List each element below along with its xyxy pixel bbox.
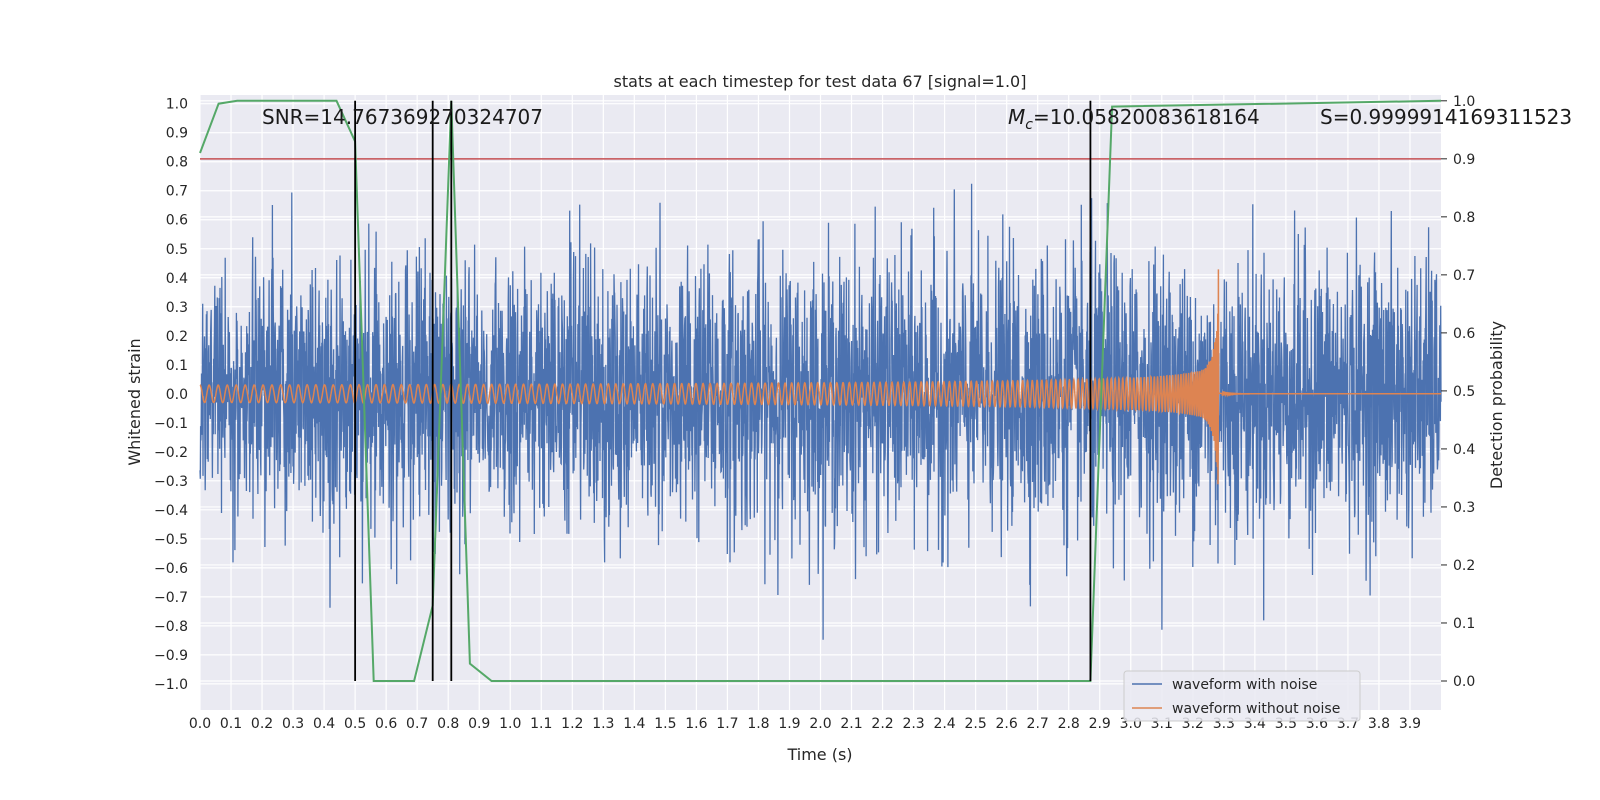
- y-axis-left-label: Whitened strain: [125, 338, 144, 465]
- x-tick-label: 0.9: [468, 716, 490, 732]
- x-tick-label: 1.4: [623, 716, 645, 732]
- y-right-tick-label: 1.0: [1453, 94, 1475, 110]
- grid-horizontal-left: [200, 103, 1441, 685]
- y-left-tick-labels: 1.0 0.9 0.8 0.7 0.6 0.5 0.4 0.3 0.2 0.1 0.0 −0.1 −0.…: [154, 97, 188, 693]
- x-tick-label: 1.2: [561, 716, 583, 732]
- series-detection-probability: [199, 99, 1442, 682]
- x-tick-label: 0.1: [220, 716, 242, 732]
- x-tick-label: 0.2: [251, 716, 273, 732]
- y-left-tick-label: 0.7: [166, 184, 188, 200]
- x-tick-label: 2.8: [1058, 716, 1080, 732]
- y-left-tick-label: −1.0: [154, 677, 188, 693]
- vertical-markers: [354, 100, 1092, 681]
- y-left-tick-label: 0.8: [166, 155, 188, 171]
- chirp-mass-subscript: c: [1025, 117, 1033, 133]
- x-tick-label: 2.4: [933, 716, 955, 732]
- y-right-tick-labels: 1.0 0.9 0.8 0.7 0.6 0.5 0.4 0.3 0.2 0.1 0.0: [1441, 94, 1475, 690]
- chirp-mass-symbol: M: [1008, 105, 1025, 129]
- y-right-tick-label: 0.9: [1453, 152, 1475, 168]
- y-left-tick-label: 0.3: [166, 300, 188, 316]
- y-left-tick-label: 0.4: [166, 271, 188, 287]
- x-tick-label: 1.7: [716, 716, 738, 732]
- y-left-tick-label: 0.1: [166, 358, 188, 374]
- x-tick-label: 1.8: [747, 716, 769, 732]
- y-right-tick-label: 0.3: [1453, 500, 1475, 516]
- x-tick-label: 0.6: [375, 716, 397, 732]
- chirp-mass-annotation: Mc=10.05820083618164: [1008, 105, 1260, 133]
- x-tick-label: 1.9: [778, 716, 800, 732]
- x-tick-label: 2.5: [964, 716, 986, 732]
- x-tick-label: 0.7: [406, 716, 428, 732]
- y-right-tick-label: 0.4: [1453, 442, 1475, 458]
- x-tick-label: 2.3: [902, 716, 924, 732]
- legend-label-noise: waveform with noise: [1172, 677, 1317, 693]
- y-right-tick-label: 0.1: [1453, 616, 1475, 632]
- y-left-tick-label: 0.5: [166, 242, 188, 258]
- series-waveform-without-noise: [199, 269, 1441, 485]
- x-tick-label: 2.2: [871, 716, 893, 732]
- chirp-mass-value: =10.05820083618164: [1033, 105, 1260, 129]
- x-tick-label: 2.9: [1089, 716, 1111, 732]
- snr-annotation: SNR=14.767369270324707: [262, 105, 543, 129]
- x-tick-label: 0.5: [344, 716, 366, 732]
- line-waveform-with-noise: [199, 183, 1442, 640]
- x-tick-label: 1.3: [592, 716, 614, 732]
- y-left-tick-label: 0.0: [166, 387, 188, 403]
- y-left-tick-label: −0.5: [154, 532, 188, 548]
- x-tick-label: 3.9: [1399, 716, 1421, 732]
- x-tick-label: 0.8: [437, 716, 459, 732]
- y-left-tick-label: −0.4: [154, 503, 188, 519]
- y-right-tick-label: 0.0: [1453, 674, 1475, 690]
- y-left-tick-label: −0.9: [154, 648, 188, 664]
- line-detection-probability: [199, 99, 1442, 682]
- y-right-tick-label: 0.5: [1453, 384, 1475, 400]
- y-left-tick-label: −0.1: [154, 416, 188, 432]
- y-left-tick-label: 0.6: [166, 213, 188, 229]
- y-left-tick-label: 0.9: [166, 126, 188, 142]
- x-tick-label: 2.0: [809, 716, 831, 732]
- y-left-tick-label: −0.2: [154, 445, 188, 461]
- legend-label-clean: waveform without noise: [1172, 701, 1340, 717]
- y-left-tick-label: 1.0: [166, 97, 188, 113]
- y-left-tick-label: −0.6: [154, 561, 188, 577]
- y-right-tick-label: 0.7: [1453, 268, 1475, 284]
- x-tick-label: 2.7: [1027, 716, 1049, 732]
- legend: waveform with noise waveform without noi…: [1123, 670, 1361, 722]
- y-left-tick-label: −0.3: [154, 474, 188, 490]
- y-left-tick-label: −0.7: [154, 590, 188, 606]
- x-tick-label: 2.1: [840, 716, 862, 732]
- series-waveform-with-noise: [199, 183, 1442, 640]
- x-tick-label: 0.4: [313, 716, 335, 732]
- x-tick-label: 0.3: [282, 716, 304, 732]
- legend-box: [1123, 670, 1361, 722]
- chart-title: stats at each timestep for test data 67 …: [614, 72, 1027, 91]
- x-tick-label: 2.6: [996, 716, 1018, 732]
- x-tick-label: 1.5: [654, 716, 676, 732]
- y-left-tick-label: −0.8: [154, 619, 188, 635]
- y-right-tick-label: 0.2: [1453, 558, 1475, 574]
- x-tick-label: 3.8: [1368, 716, 1390, 732]
- line-waveform-without-noise: [199, 269, 1441, 485]
- x-tick-label: 1.6: [685, 716, 707, 732]
- y-left-tick-label: 0.2: [166, 329, 188, 345]
- x-tick-label: 1.1: [530, 716, 552, 732]
- y-right-tick-label: 0.8: [1453, 210, 1475, 226]
- x-tick-label: 0.0: [189, 716, 211, 732]
- y-axis-right-label: Detection probability: [1487, 321, 1506, 489]
- x-tick-label: 1.0: [499, 716, 521, 732]
- x-axis-label: Time (s): [786, 745, 852, 764]
- score-annotation: S=0.9999914169311523: [1320, 105, 1572, 129]
- y-right-tick-label: 0.6: [1453, 326, 1475, 342]
